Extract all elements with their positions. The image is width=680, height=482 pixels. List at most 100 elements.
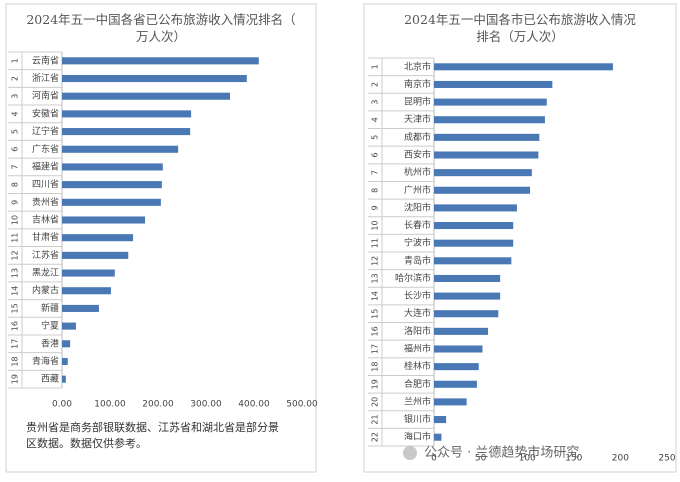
category-label: 西安市 bbox=[404, 149, 431, 161]
category-label: 青海省 bbox=[32, 355, 59, 367]
bar bbox=[62, 74, 247, 83]
rank-label: 14 bbox=[371, 291, 380, 301]
bar bbox=[62, 234, 134, 242]
category-label: 沈阳市 bbox=[404, 201, 431, 213]
category-label: 成都市 bbox=[404, 131, 431, 143]
note-line: 区数据。数据仅供参考。 bbox=[26, 436, 147, 450]
bar bbox=[434, 257, 512, 265]
rank-label: 2 bbox=[371, 82, 380, 87]
rank-label: 15 bbox=[371, 309, 380, 319]
category-label: 吉林省 bbox=[32, 214, 59, 226]
rank-label: 20 bbox=[371, 397, 380, 407]
category-label: 昆明市 bbox=[404, 96, 431, 108]
note: 贵州省是商务部银联数据、江苏省和湖北省是部分景区数据。数据仅供参考。 bbox=[26, 420, 279, 450]
watermark-icon bbox=[403, 446, 417, 460]
rank-label: 11 bbox=[11, 233, 20, 243]
category-label: 云南省 bbox=[32, 54, 59, 66]
rank-label: 10 bbox=[11, 215, 20, 225]
category-label: 宁夏 bbox=[41, 320, 59, 332]
bar bbox=[62, 375, 66, 383]
rank-label: 3 bbox=[371, 100, 380, 105]
category-label: 海口市 bbox=[404, 431, 431, 443]
bar bbox=[434, 416, 447, 424]
bar bbox=[434, 80, 553, 88]
bar bbox=[434, 186, 530, 194]
chart-title-line: 排名（万人次） bbox=[476, 29, 564, 44]
rank-label: 8 bbox=[11, 182, 20, 187]
bar bbox=[62, 357, 68, 366]
category-label: 广东省 bbox=[32, 143, 59, 155]
bar bbox=[434, 98, 547, 106]
bar bbox=[434, 151, 539, 159]
chart-title-line: 万人次） bbox=[136, 29, 186, 44]
rank-label: 9 bbox=[11, 200, 20, 205]
bar bbox=[434, 239, 514, 247]
bar bbox=[434, 169, 532, 177]
bar bbox=[434, 380, 477, 388]
bar bbox=[62, 304, 99, 312]
x-tick-label: 0 bbox=[431, 454, 437, 464]
x-tick-label: 100.00 bbox=[94, 400, 126, 410]
rank-label: 18 bbox=[371, 362, 380, 372]
category-label: 宁波市 bbox=[404, 237, 431, 249]
category-label: 安徽省 bbox=[32, 107, 59, 119]
category-label: 天津市 bbox=[404, 113, 431, 125]
x-tick-label: 200.00 bbox=[142, 400, 174, 410]
bar bbox=[62, 251, 129, 259]
rank-label: 1 bbox=[371, 64, 380, 69]
category-label: 福建省 bbox=[32, 160, 59, 172]
bar bbox=[62, 128, 191, 136]
bar bbox=[434, 345, 483, 353]
category-label: 大连市 bbox=[404, 307, 431, 319]
category-label: 广州市 bbox=[404, 184, 431, 196]
category-label: 哈尔滨市 bbox=[395, 272, 431, 284]
rank-label: 1 bbox=[11, 58, 20, 63]
x-tick-label: 250 bbox=[658, 454, 675, 464]
rank-label: 14 bbox=[11, 286, 20, 296]
category-label: 黑龙江 bbox=[32, 267, 59, 279]
rank-label: 16 bbox=[11, 321, 20, 331]
rank-label: 22 bbox=[371, 432, 380, 442]
rank-label: 11 bbox=[371, 238, 380, 248]
rank-label: 6 bbox=[11, 147, 20, 152]
chart-title-line: 2024年五一中国各市已公布旅游收入情况 bbox=[404, 12, 636, 27]
chart-title-line: 2024年五一中国各省已公布旅游收入情况排名（ bbox=[26, 12, 295, 27]
bar bbox=[62, 163, 163, 171]
bar bbox=[434, 398, 467, 406]
bar bbox=[434, 274, 501, 282]
x-tick-label: 400.00 bbox=[238, 400, 270, 410]
category-label: 福州市 bbox=[404, 343, 431, 355]
rank-label: 7 bbox=[371, 170, 380, 175]
bar bbox=[62, 181, 162, 189]
rank-label: 9 bbox=[371, 205, 380, 210]
category-label: 合肥市 bbox=[404, 378, 431, 390]
category-label: 西藏 bbox=[41, 373, 59, 385]
category-label: 银川市 bbox=[404, 413, 431, 425]
category-label: 青岛市 bbox=[404, 254, 431, 266]
bar bbox=[434, 327, 489, 335]
rank-label: 5 bbox=[371, 135, 380, 140]
x-tick-label: 300.00 bbox=[190, 400, 222, 410]
bar bbox=[434, 204, 517, 212]
rank-label: 17 bbox=[11, 339, 20, 349]
category-label: 内蒙古 bbox=[32, 284, 59, 296]
category-label: 长沙市 bbox=[404, 290, 431, 302]
rank-label: 17 bbox=[371, 344, 380, 354]
bar bbox=[62, 287, 111, 295]
x-tick-label: 100 bbox=[519, 454, 536, 464]
rank-label: 4 bbox=[371, 117, 380, 122]
bar bbox=[434, 63, 613, 71]
bar bbox=[62, 269, 115, 277]
category-label: 香港 bbox=[41, 337, 59, 349]
rank-label: 13 bbox=[371, 273, 380, 283]
category-label: 新疆 bbox=[41, 302, 59, 314]
rank-label: 2 bbox=[11, 76, 20, 81]
bar bbox=[62, 57, 259, 65]
rank-label: 19 bbox=[11, 374, 20, 384]
category-label: 长春市 bbox=[404, 219, 431, 231]
bar bbox=[434, 310, 499, 318]
rank-label: 4 bbox=[11, 111, 20, 116]
bar bbox=[62, 110, 192, 118]
category-label: 兰州市 bbox=[404, 395, 431, 407]
